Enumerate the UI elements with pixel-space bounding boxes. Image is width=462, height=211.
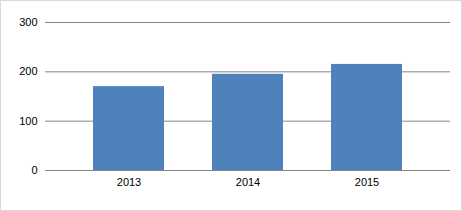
svg-text:200: 200 [19,65,37,77]
svg-text:300: 300 [19,16,37,28]
svg-text:0: 0 [31,164,37,176]
svg-text:2015: 2015 [355,176,379,188]
svg-text:2013: 2013 [117,176,141,188]
svg-text:100: 100 [19,115,37,127]
svg-text:2014: 2014 [236,176,260,188]
